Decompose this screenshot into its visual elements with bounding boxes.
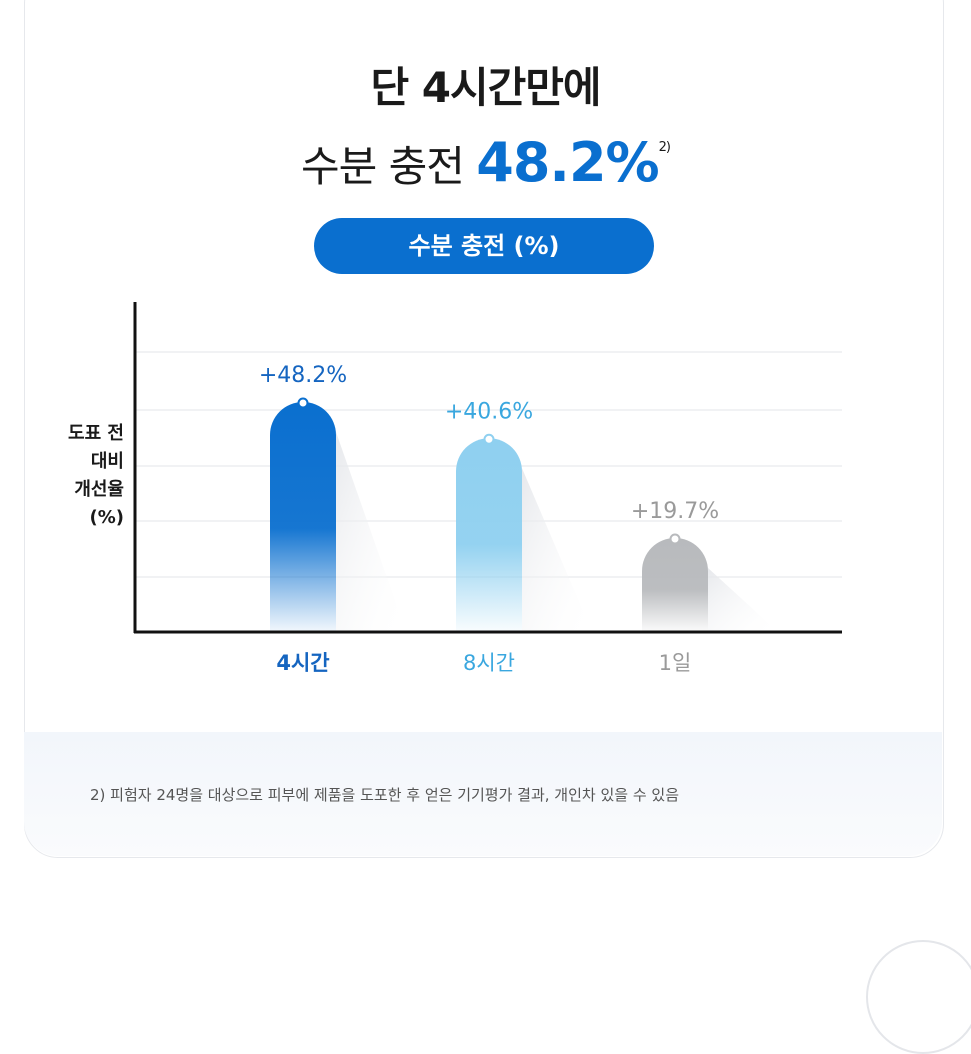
chart-title-pill: 수분 충전 (%): [314, 218, 654, 274]
category-label: 4시간: [276, 651, 329, 675]
headline: 단 4시간만에 수분 충전 48.2%2): [0, 58, 971, 197]
headline-superscript: 2): [658, 140, 671, 155]
y-axis-label-line: 도표 전: [68, 423, 124, 444]
y-axis-label-line: (%): [89, 507, 125, 528]
bar-marker: [669, 533, 681, 545]
footnote: 2) 피험자 24명을 대상으로 피부에 제품을 도포한 후 얻은 기기평가 결…: [90, 786, 680, 804]
card: [24, 0, 944, 858]
category-label: 8시간: [463, 651, 515, 675]
bar-shadow: [522, 468, 592, 632]
bar-shadow: [708, 567, 778, 632]
data-label: +19.7%: [631, 499, 719, 524]
data-label: +48.2%: [259, 363, 347, 388]
y-axis-label-line: 대비: [90, 451, 124, 472]
headline-line1: 단 4시간만에: [370, 63, 601, 112]
headline-line2: 수분 충전 48.2%2): [0, 118, 971, 197]
bar-chart: +48.2% 4시간 +40.6% 8시간 +19.7% 1일: [133, 302, 842, 675]
bar-marker: [297, 397, 309, 409]
bar-1: [270, 402, 336, 632]
category-label: 1일: [659, 651, 692, 675]
bar-marker: [483, 433, 495, 445]
bar-3: [642, 537, 708, 632]
bar-shadow: [336, 432, 406, 632]
scroll-top-button[interactable]: [866, 940, 971, 1054]
headline-value: 48.2%: [476, 131, 659, 194]
footnote-band: [24, 732, 942, 856]
bar-2: [456, 438, 522, 632]
data-label: +40.6%: [445, 399, 533, 424]
headline-prefix: 수분 충전: [301, 142, 477, 191]
y-axis-label-line: 개선율: [74, 479, 124, 500]
y-axis-label: 도표 전 대비 개선율 (%): [44, 420, 124, 532]
